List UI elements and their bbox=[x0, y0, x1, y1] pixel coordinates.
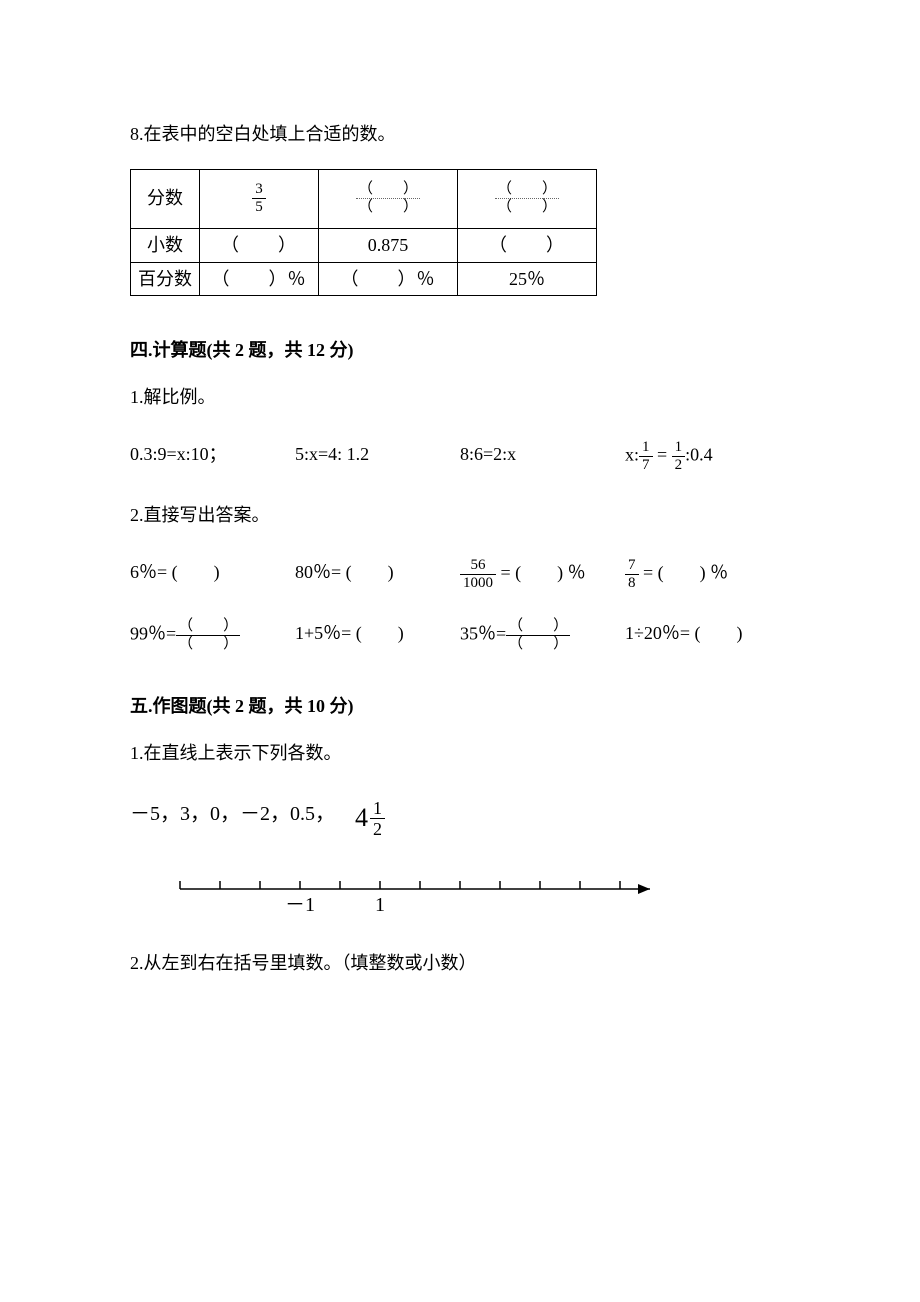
eq-item: 1÷20％= ( ) bbox=[625, 619, 790, 652]
eq-item: 1+5％= ( ) bbox=[295, 619, 460, 652]
eq-item: 80％= ( ) bbox=[295, 558, 460, 591]
sec5-q1-numbers: －5，3，0，－2，0.5， 4 1 2 bbox=[130, 797, 790, 839]
page: 8.在表中的空白处填上合适的数。 分数 3 5 （ ） （ ） （ ） （ ） bbox=[0, 0, 920, 1056]
cell-r1c3: （ ） bbox=[458, 228, 597, 262]
fraction: 78 bbox=[625, 558, 639, 591]
section4-title: 四.计算题(共 2 题，共 12 分) bbox=[130, 336, 790, 365]
fraction: 1 2 bbox=[370, 799, 385, 838]
q8-table: 分数 3 5 （ ） （ ） （ ） （ ） 小 bbox=[130, 169, 597, 297]
eq-item: 5:x=4: 1.2 bbox=[295, 440, 460, 473]
fraction-3-5: 3 5 bbox=[252, 182, 266, 215]
cell-r1c2: 0.875 bbox=[319, 228, 458, 262]
mixed-number: 4 1 2 bbox=[355, 797, 385, 839]
blank-fraction: （ ） （ ） bbox=[356, 182, 420, 215]
blank-fraction: （ ） （ ） bbox=[495, 182, 559, 215]
eq-item: 99％=（ ）（ ） bbox=[130, 619, 295, 652]
sec5-q2-prompt: 2.从左到右在括号里填数。（填整数或小数） bbox=[130, 949, 790, 978]
blank-fraction: （ ）（ ） bbox=[176, 619, 240, 652]
numberline-svg: －1 1 bbox=[160, 869, 680, 919]
sec4-q2-row2: 99％=（ ）（ ） 1+5％= ( ) 35％=（ ）（ ） 1÷20％= (… bbox=[130, 619, 790, 652]
fraction: 17 bbox=[639, 440, 653, 473]
cell-r2c1: （ ）％ bbox=[200, 262, 319, 296]
sec4-q1-prompt: 1.解比例。 bbox=[130, 383, 790, 412]
fraction: 561000 bbox=[460, 558, 496, 591]
q8-prompt: 8.在表中的空白处填上合适的数。 bbox=[130, 120, 790, 149]
svg-text:－1: －1 bbox=[285, 894, 315, 916]
eq-item: 561000 = ( ) ％ bbox=[460, 558, 625, 591]
cell-r0c2: （ ） （ ） bbox=[319, 169, 458, 228]
cell-header-percent: 百分数 bbox=[131, 262, 200, 296]
section5-title: 五.作图题(共 2 题，共 10 分) bbox=[130, 692, 790, 721]
cell-r1c1: （ ） bbox=[200, 228, 319, 262]
table-row: 百分数 （ ）％ （ ）％ 25％ bbox=[131, 262, 597, 296]
eq-item: 6％= ( ) bbox=[130, 558, 295, 591]
sec4-q2-prompt: 2.直接写出答案。 bbox=[130, 501, 790, 530]
cell-r2c2: （ ）％ bbox=[319, 262, 458, 296]
eq-item: x:17 = 12:0.4 bbox=[625, 440, 790, 473]
eq-item: 78 = ( ) ％ bbox=[625, 558, 790, 591]
cell-header-fraction: 分数 bbox=[131, 169, 200, 228]
sec4-q1-row: 0.3:9=x:10； 5:x=4: 1.2 8:6=2:x x:17 = 12… bbox=[130, 440, 790, 473]
eq-item: 8:6=2:x bbox=[460, 440, 625, 473]
numberline: －1 1 bbox=[160, 869, 790, 919]
eq-item: 35％=（ ）（ ） bbox=[460, 619, 625, 652]
cell-header-decimal: 小数 bbox=[131, 228, 200, 262]
eq-item: 0.3:9=x:10； bbox=[130, 440, 295, 473]
cell-r2c3: 25％ bbox=[458, 262, 597, 296]
cell-r0c1: 3 5 bbox=[200, 169, 319, 228]
sec5-q1-prompt: 1.在直线上表示下列各数。 bbox=[130, 739, 790, 768]
svg-text:1: 1 bbox=[375, 894, 385, 916]
cell-r0c3: （ ） （ ） bbox=[458, 169, 597, 228]
fraction: 12 bbox=[672, 440, 686, 473]
blank-fraction: （ ）（ ） bbox=[506, 619, 570, 652]
sec4-q2-row1: 6％= ( ) 80％= ( ) 561000 = ( ) ％ 78 = ( )… bbox=[130, 558, 790, 591]
table-row: 小数 （ ） 0.875 （ ） bbox=[131, 228, 597, 262]
table-row: 分数 3 5 （ ） （ ） （ ） （ ） bbox=[131, 169, 597, 228]
